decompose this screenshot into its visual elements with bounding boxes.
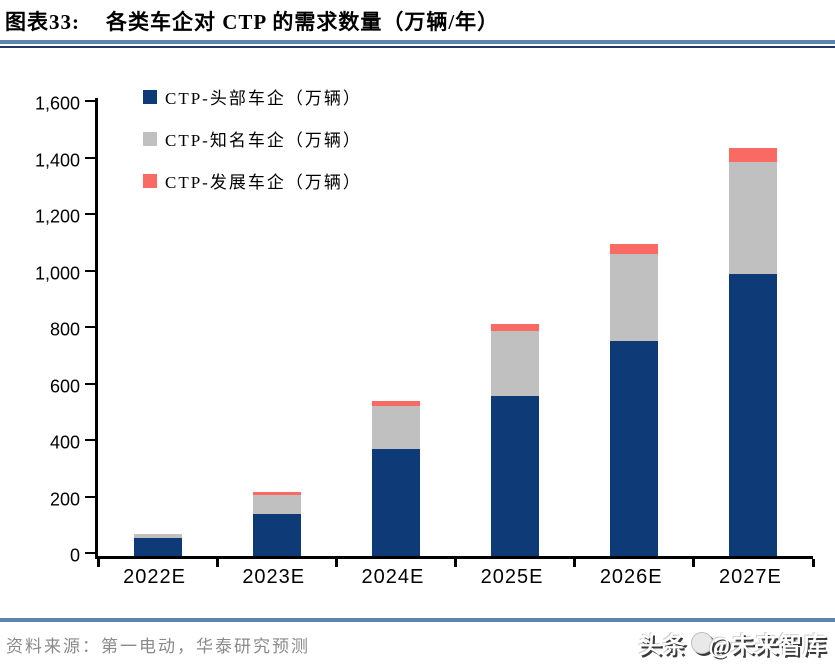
source-note: 资料来源：第一电动，华泰研究预测 [6, 637, 310, 656]
x-axis-label-2024E: 2024E [361, 566, 425, 588]
chart-legend: CTP-头部车企（万辆） CTP-知名车企（万辆） CTP-发展车企（万辆） [143, 84, 362, 210]
title-divider-thin [0, 46, 835, 48]
y-axis-tick [85, 100, 95, 102]
plot-area [85, 98, 815, 567]
y-axis-tick [85, 439, 95, 441]
bar-segment [491, 324, 540, 332]
bar-segment [371, 448, 420, 556]
bar-2023E [217, 98, 336, 556]
legend-item: CTP-发展车企（万辆） [143, 168, 362, 193]
y-axis-tick-label: 1,200 [34, 206, 80, 227]
legend-label: CTP-知名车企（万辆） [165, 131, 362, 150]
y-axis-tick [85, 213, 95, 215]
bar-2026E [575, 98, 694, 556]
x-axis-tick [334, 559, 338, 567]
watermark-suffix: @未来智库 [708, 633, 827, 658]
legend-swatch-icon [143, 173, 157, 188]
bar-2024E [336, 98, 455, 556]
y-axis-tick-label: 800 [49, 319, 80, 340]
bar-segment [729, 147, 778, 162]
bar-segment [252, 492, 301, 496]
figure-label: 图表33: [5, 10, 80, 34]
bar-segment [729, 273, 778, 556]
bar-segment [371, 400, 420, 407]
footer-divider [0, 618, 835, 622]
watermark: 头条 @未来智库 [639, 626, 827, 660]
bar-2025E [456, 98, 575, 556]
y-axis-tick [85, 269, 95, 272]
x-axis-tick [811, 559, 815, 567]
x-axis-label-2026E: 2026E [599, 566, 663, 588]
y-axis-tick [85, 495, 95, 498]
x-axis-tick [573, 559, 577, 567]
bar-segment [610, 341, 659, 556]
bar-segment [252, 513, 301, 556]
bar-2027E [694, 98, 813, 556]
bar-segment [133, 537, 182, 556]
legend-label: CTP-头部车企（万辆） [165, 89, 362, 108]
x-axis-label-2027E: 2027E [718, 566, 782, 588]
bar-segment [491, 396, 540, 556]
title-divider-thick [0, 40, 835, 44]
y-axis-tick-label: 400 [49, 432, 80, 453]
watermark-prefix: 头条 [638, 633, 687, 658]
x-axis-label-2022E: 2022E [123, 566, 186, 588]
y-axis-tick-label: 1,000 [34, 263, 80, 283]
y-axis-tick [85, 326, 95, 328]
legend-item: CTP-知名车企（万辆） [143, 126, 362, 151]
legend-item: CTP-头部车企（万辆） [143, 84, 362, 109]
bar-2022E [98, 98, 217, 556]
bar-segment [252, 495, 301, 514]
bar-segment [491, 331, 540, 397]
y-axis-tick [85, 156, 95, 159]
y-axis-tick [85, 382, 95, 385]
x-axis-label-2025E: 2025E [480, 566, 544, 588]
y-axis-tick-label: 200 [49, 489, 80, 509]
bar-segment [371, 406, 420, 449]
legend-label: CTP-发展车企（万辆） [165, 173, 362, 192]
bar-segment [133, 534, 182, 538]
y-axis-tick-label: 0 [69, 545, 80, 566]
legend-swatch-icon [143, 131, 157, 146]
bar-segment [610, 253, 659, 342]
legend-swatch-icon [143, 89, 157, 104]
x-axis-tick [215, 559, 219, 567]
x-axis-tick [454, 559, 457, 567]
x-axis-tick [96, 559, 100, 567]
x-axis-label-2023E: 2023E [242, 566, 306, 588]
watermark-logo-icon [690, 632, 713, 654]
figure-title: 各类车企对 CTP 的需求数量（万辆/年） [106, 10, 500, 34]
y-axis-tick-label: 1,600 [34, 93, 80, 114]
y-axis-tick-label: 1,400 [34, 150, 80, 170]
x-axis-tick [692, 559, 696, 567]
y-axis-tick [85, 552, 95, 554]
bar-segment [610, 243, 659, 254]
bar-segment [729, 161, 778, 274]
y-axis-tick-label: 600 [49, 376, 80, 396]
figure-header: 图表33: 各类车企对 CTP 的需求数量（万辆/年） [5, 6, 830, 36]
